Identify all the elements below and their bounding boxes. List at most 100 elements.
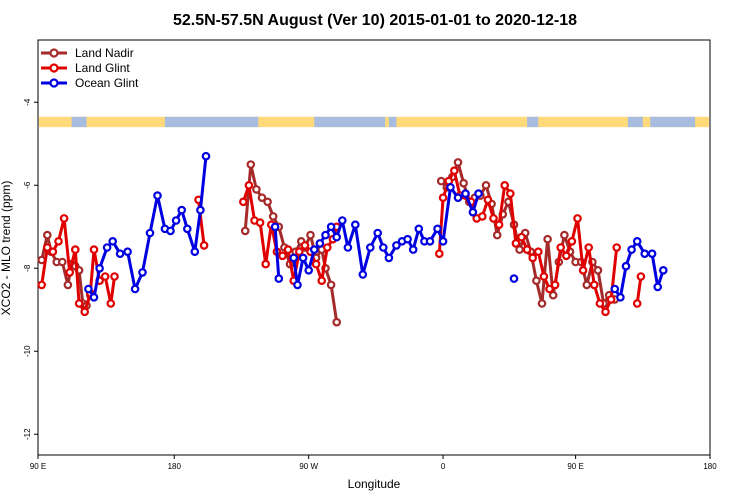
- data-point: [89, 292, 99, 302]
- series-layer: [37, 151, 668, 327]
- y-tick-label: -4: [23, 98, 32, 106]
- data-point: [494, 220, 504, 230]
- data-point: [589, 280, 599, 290]
- data-point: [240, 226, 250, 236]
- data-point: [283, 245, 293, 254]
- data-point: [71, 245, 80, 254]
- data-point: [453, 193, 463, 203]
- data-point: [84, 284, 93, 294]
- data-point: [481, 181, 491, 190]
- legend-entry: Land Nadir: [41, 46, 134, 60]
- data-point: [578, 265, 588, 275]
- data-point: [298, 253, 308, 263]
- data-point: [145, 228, 155, 238]
- y-tick-label: -12: [23, 428, 32, 440]
- legend-swatch-marker: [49, 63, 59, 73]
- data-point: [311, 259, 321, 269]
- data-point: [102, 243, 112, 252]
- data-point: [74, 299, 84, 308]
- data-point: [612, 243, 622, 252]
- data-point: [57, 257, 67, 267]
- chart-title: 52.5N-57.5N August (Ver 10) 2015-01-01 t…: [173, 12, 577, 29]
- data-point: [621, 261, 631, 271]
- map-ocean: [164, 116, 259, 128]
- data-point: [647, 249, 657, 259]
- data-point: [106, 299, 116, 308]
- data-point: [550, 280, 560, 290]
- data-point: [138, 268, 147, 277]
- data-point: [477, 212, 487, 221]
- data-point: [54, 237, 63, 246]
- data-point: [42, 243, 52, 252]
- data-point: [616, 292, 625, 302]
- series-ocean-glint: [84, 151, 668, 302]
- data-point: [433, 224, 442, 234]
- x-axis-label: Longitude: [348, 477, 401, 491]
- data-point: [65, 268, 75, 277]
- data-point: [309, 245, 319, 254]
- data-point: [384, 253, 394, 263]
- data-point: [80, 307, 90, 317]
- data-point: [573, 214, 582, 223]
- data-point: [255, 218, 265, 227]
- data-point: [468, 207, 478, 217]
- legend-entry: Land Glint: [41, 61, 130, 75]
- data-point: [201, 151, 211, 161]
- data-point: [606, 295, 616, 304]
- data-point: [95, 263, 104, 273]
- data-point: [244, 181, 254, 190]
- legend-swatch-marker: [49, 48, 59, 58]
- data-point: [365, 243, 375, 252]
- map-ocean: [388, 116, 397, 128]
- data-point: [153, 191, 162, 200]
- data-point: [403, 234, 412, 244]
- data-point: [293, 280, 302, 290]
- data-point: [545, 284, 554, 294]
- data-point: [517, 232, 526, 242]
- x-tick-label: 0: [441, 462, 446, 471]
- data-point: [453, 158, 463, 167]
- data-point: [315, 239, 325, 248]
- data-point: [561, 251, 571, 261]
- series-line: [273, 226, 281, 279]
- series-line: [635, 276, 643, 304]
- legend-entry: Ocean Glint: [41, 76, 139, 90]
- data-point: [449, 166, 459, 176]
- legend-label: Land Nadir: [75, 46, 134, 60]
- data-point: [593, 265, 603, 275]
- data-point: [246, 160, 256, 169]
- data-point: [548, 290, 558, 300]
- data-point: [560, 230, 569, 240]
- map-ocean: [71, 116, 87, 128]
- data-point: [326, 280, 336, 290]
- data-point: [100, 272, 110, 281]
- data-point: [640, 249, 650, 259]
- data-point: [196, 205, 205, 215]
- data-point: [511, 239, 521, 248]
- data-point: [239, 197, 248, 207]
- legend-swatch-marker: [49, 78, 59, 88]
- data-point: [539, 272, 549, 281]
- data-point: [261, 259, 271, 269]
- map-ocean: [650, 116, 696, 128]
- data-point: [533, 247, 543, 257]
- data-point: [632, 237, 642, 246]
- axes: 90 E 180 90 W 0 90 E 180 -4 -6 -8 -10 -12: [23, 98, 717, 471]
- data-point: [63, 280, 73, 290]
- data-point: [332, 317, 342, 327]
- data-point: [461, 189, 470, 198]
- data-point: [59, 214, 69, 223]
- data-point: [425, 237, 435, 246]
- data-point: [522, 245, 532, 254]
- data-point: [337, 216, 347, 225]
- data-point: [268, 212, 278, 221]
- data-point: [274, 274, 284, 283]
- x-tick-label: 90 E: [567, 462, 583, 471]
- data-point: [543, 234, 552, 244]
- data-point: [556, 243, 566, 252]
- data-point: [505, 189, 515, 198]
- legend-label: Ocean Glint: [75, 76, 139, 90]
- data-point: [658, 265, 668, 275]
- data-point: [183, 224, 192, 234]
